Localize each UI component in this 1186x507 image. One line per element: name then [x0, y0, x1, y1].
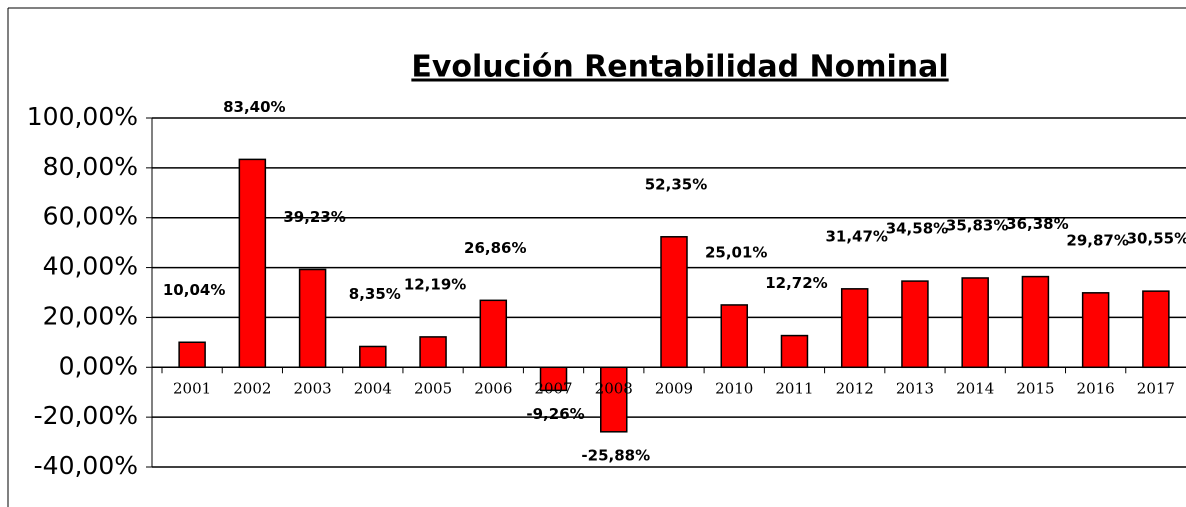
y-tick-label: 40,00%: [43, 252, 138, 281]
x-tick-label: 2013: [896, 379, 934, 397]
x-tick-label: 2012: [836, 379, 874, 397]
value-label: 29,87%: [1066, 231, 1128, 249]
value-label: 10,04%: [163, 281, 225, 299]
y-tick-label: -20,00%: [34, 401, 138, 430]
x-tick-label: 2008: [595, 379, 633, 397]
value-label: 34,58%: [886, 220, 948, 238]
x-tick-label: 2004: [354, 379, 392, 397]
x-tick-label: 2016: [1077, 379, 1115, 397]
y-tick-label: 20,00%: [43, 301, 138, 330]
y-tick-label: -40,00%: [34, 451, 138, 480]
value-label: 8,35%: [349, 285, 401, 303]
value-label: 83,40%: [223, 98, 285, 116]
bar: [178, 341, 206, 369]
bar: [1081, 292, 1110, 369]
value-label: 35,83%: [946, 216, 1008, 234]
x-tick-label: 2003: [293, 379, 331, 397]
x-tick-label: 2006: [474, 379, 512, 397]
bar: [780, 334, 809, 369]
value-label: 36,38%: [1006, 215, 1068, 233]
value-label: 52,35%: [645, 175, 707, 193]
bar: [238, 158, 267, 369]
x-tick-label: 2001: [173, 379, 211, 397]
bar: [961, 277, 989, 369]
x-tick-label: 2011: [775, 379, 813, 397]
bar: [359, 345, 387, 369]
y-tick-label: 100,00%: [27, 102, 138, 131]
x-tick-label: 2007: [534, 379, 572, 397]
x-tick-label: 2014: [956, 379, 994, 397]
value-label: 12,72%: [765, 274, 827, 292]
x-tick-label: 2010: [715, 379, 753, 397]
x-tick-label: 2017: [1137, 379, 1175, 397]
bar: [840, 288, 869, 369]
y-tick-label: 80,00%: [43, 152, 138, 181]
bar: [419, 336, 447, 369]
value-label: 30,55%: [1127, 230, 1186, 248]
bar: [479, 299, 508, 369]
value-label: 26,86%: [464, 239, 526, 257]
bar: [1021, 275, 1050, 369]
bar: [539, 366, 568, 392]
y-tick-label: 0,00%: [59, 351, 138, 380]
chart-title: Evolución Rentabilidad Nominal: [411, 50, 948, 85]
x-tick-label: 2005: [414, 379, 452, 397]
value-label: -9,26%: [526, 405, 584, 423]
value-label: 31,47%: [825, 227, 887, 245]
x-tick-label: 2002: [233, 379, 271, 397]
value-label: -25,88%: [581, 446, 650, 464]
value-label: 25,01%: [705, 243, 767, 261]
value-label: 12,19%: [404, 275, 466, 293]
x-tick-label: 2015: [1016, 379, 1054, 397]
bar: [298, 268, 327, 369]
bar: [720, 304, 748, 369]
x-tick-label: 2009: [655, 379, 693, 397]
bar: [901, 280, 929, 369]
bar: [600, 366, 628, 433]
y-tick-label: 60,00%: [43, 202, 138, 231]
bar: [1142, 290, 1170, 369]
bar: [660, 236, 688, 369]
value-label: 39,23%: [283, 208, 345, 226]
